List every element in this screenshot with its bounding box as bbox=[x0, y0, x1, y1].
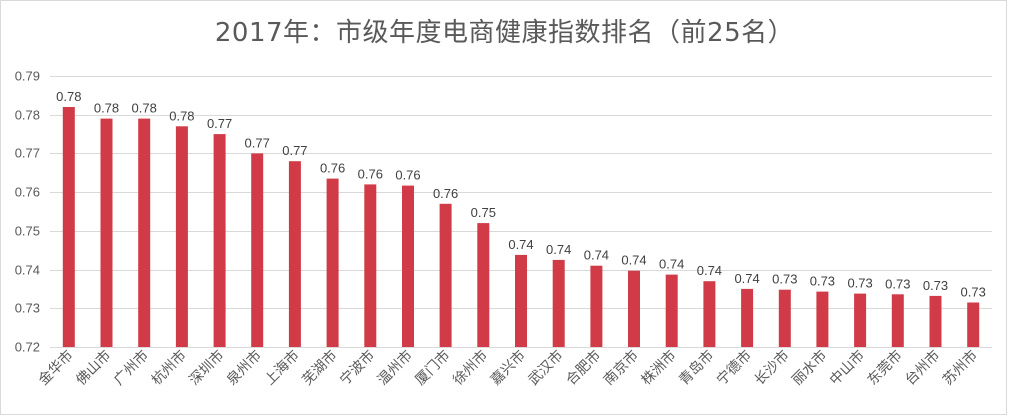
category-label: 宁波市 bbox=[336, 347, 378, 389]
data-label: 0.74 bbox=[546, 242, 571, 257]
category-label: 武汉市 bbox=[525, 347, 567, 389]
category-label: 杭州市 bbox=[148, 347, 190, 389]
y-tick-label: 0.72 bbox=[15, 340, 40, 355]
category-label: 深圳市 bbox=[186, 347, 228, 389]
data-label: 0.73 bbox=[885, 276, 910, 291]
category-label: 广州市 bbox=[110, 347, 152, 389]
y-tick-label: 0.74 bbox=[15, 263, 40, 278]
data-label: 0.78 bbox=[169, 108, 194, 123]
category-label: 台州市 bbox=[902, 347, 944, 389]
category-label: 长沙市 bbox=[751, 347, 793, 389]
category-label: 上海市 bbox=[261, 347, 303, 389]
y-axis-ticks: 0.72 0.73 0.74 0.75 0.76 0.77 0.78 0.79 bbox=[15, 69, 40, 355]
category-label: 株洲市 bbox=[638, 347, 680, 389]
category-label: 宁德市 bbox=[713, 347, 755, 389]
category-label: 温州市 bbox=[374, 347, 416, 389]
bar bbox=[62, 107, 75, 347]
category-label: 金华市 bbox=[35, 347, 77, 389]
category-labels: 金华市佛山市广州市杭州市深圳市泉州市上海市芜湖市宁波市温州市厦门市徐州市嘉兴市武… bbox=[35, 347, 981, 389]
bars bbox=[62, 107, 980, 347]
data-labels: 0.78 0.78 0.78 0.78 0.77 0.77 0.77 0.76 0.76 0.76… bbox=[56, 89, 986, 300]
bar bbox=[741, 288, 754, 347]
bar bbox=[967, 302, 980, 347]
bar bbox=[288, 161, 301, 347]
bar bbox=[628, 270, 640, 347]
category-label: 中山市 bbox=[826, 347, 868, 389]
data-label: 0.78 bbox=[94, 101, 119, 116]
y-tick-label: 0.79 bbox=[15, 69, 40, 84]
data-label: 0.73 bbox=[923, 278, 948, 293]
category-label: 嘉兴市 bbox=[487, 347, 529, 389]
data-label: 0.74 bbox=[697, 263, 722, 278]
bar bbox=[138, 118, 151, 347]
data-label: 0.78 bbox=[132, 101, 157, 116]
data-label: 0.74 bbox=[659, 257, 684, 272]
bar bbox=[364, 184, 377, 347]
data-label: 0.73 bbox=[847, 276, 872, 291]
data-label: 0.78 bbox=[56, 89, 81, 104]
y-tick-label: 0.73 bbox=[15, 301, 40, 316]
category-label: 苏州市 bbox=[939, 347, 981, 389]
bar bbox=[515, 254, 527, 347]
data-label: 0.73 bbox=[810, 274, 835, 289]
bar bbox=[665, 274, 678, 347]
data-label: 0.73 bbox=[772, 272, 797, 287]
category-label: 芜湖市 bbox=[299, 347, 341, 389]
data-label: 0.77 bbox=[207, 116, 232, 131]
data-label: 0.75 bbox=[471, 205, 496, 220]
bar bbox=[703, 281, 716, 347]
bar bbox=[402, 185, 414, 347]
category-label: 南京市 bbox=[600, 347, 642, 389]
category-label: 东莞市 bbox=[864, 347, 906, 389]
category-label: 厦门市 bbox=[412, 347, 454, 389]
category-label: 丽水市 bbox=[789, 347, 831, 389]
category-label: 青岛市 bbox=[676, 347, 718, 389]
data-label: 0.76 bbox=[358, 166, 383, 181]
category-label: 佛山市 bbox=[73, 347, 115, 389]
bar bbox=[590, 265, 603, 347]
bar bbox=[175, 126, 188, 347]
chart-title: 2017年：市级年度电商健康指数排名（前25名） bbox=[214, 18, 795, 48]
bar bbox=[816, 291, 829, 347]
y-tick-label: 0.77 bbox=[15, 146, 40, 161]
y-tick-label: 0.78 bbox=[15, 108, 40, 123]
bar bbox=[854, 293, 867, 347]
data-label: 0.74 bbox=[508, 237, 533, 252]
bar bbox=[251, 153, 264, 347]
bar bbox=[929, 295, 942, 347]
data-label: 0.73 bbox=[961, 285, 986, 300]
data-label: 0.74 bbox=[584, 248, 609, 263]
data-label: 0.76 bbox=[433, 186, 458, 201]
bar bbox=[477, 223, 490, 347]
bar bbox=[778, 289, 791, 347]
category-label: 徐州市 bbox=[449, 347, 491, 389]
data-label: 0.74 bbox=[621, 253, 646, 268]
data-label: 0.76 bbox=[320, 161, 345, 176]
bar bbox=[326, 178, 339, 347]
category-label: 合肥市 bbox=[563, 347, 605, 389]
data-label: 0.76 bbox=[395, 168, 420, 183]
bar bbox=[100, 118, 113, 347]
y-tick-label: 0.76 bbox=[15, 185, 40, 200]
bar bbox=[213, 134, 226, 347]
bar bbox=[891, 294, 904, 347]
data-label: 0.77 bbox=[282, 143, 307, 158]
data-label: 0.74 bbox=[734, 271, 759, 286]
category-label: 泉州市 bbox=[223, 347, 265, 389]
bar bbox=[439, 203, 452, 347]
bar bbox=[552, 259, 565, 347]
data-label: 0.77 bbox=[245, 135, 270, 150]
y-tick-label: 0.75 bbox=[15, 224, 40, 239]
